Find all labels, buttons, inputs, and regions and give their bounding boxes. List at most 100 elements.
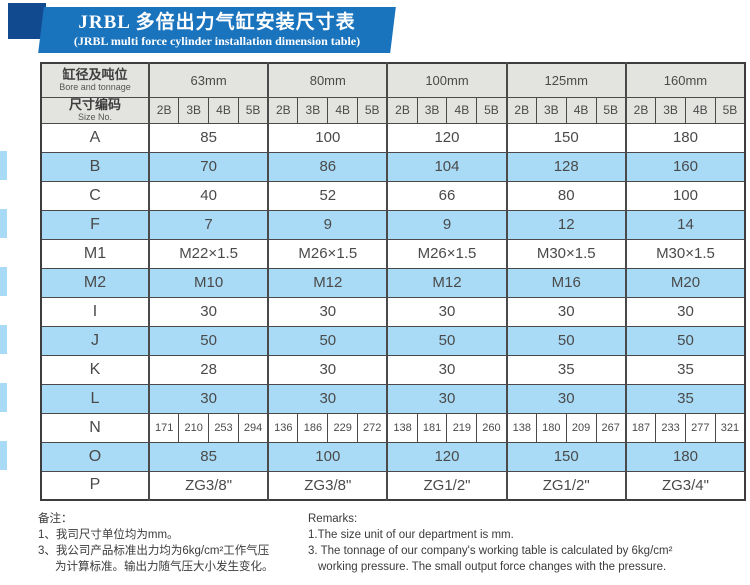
size-code-header-63mm-2B: 2B <box>148 96 180 124</box>
cell-K-80mm: 30 <box>267 354 388 385</box>
remarks-zh-line-2: 3、我公司产品标准出力均为6kg/cm²工作气压 <box>38 545 270 557</box>
size-code-header-100mm-5B: 5B <box>476 96 508 124</box>
page-title: JRBL 多倍出力气缸安装尺寸表 <box>78 11 356 33</box>
cell-K-63mm: 28 <box>147 354 269 385</box>
size-code-header-160mm-2B: 2B <box>624 96 657 124</box>
corner-header-zh: 缸径及吨位 <box>62 67 128 83</box>
cell-P-80mm: ZG3/8" <box>267 470 388 501</box>
cell-J-63mm: 50 <box>147 325 269 356</box>
cell-M1-100mm: M26×1.5 <box>386 238 508 269</box>
cell-N-160mm-5B: 321 <box>714 412 746 443</box>
size-no-header-zh: 尺寸编码 <box>68 97 121 112</box>
cell-N-63mm-5B: 294 <box>237 412 269 443</box>
cell-L-100mm: 30 <box>386 383 508 414</box>
cell-B-100mm: 104 <box>386 151 508 182</box>
table-row-C: C 40 52 66 80 100 <box>40 180 746 211</box>
cell-B-80mm: 86 <box>267 151 388 182</box>
edge-stripe-O <box>0 441 7 470</box>
cell-N-100mm-4B: 219 <box>446 412 478 443</box>
cell-K-125mm: 35 <box>505 354 627 385</box>
remarks-zh: 备注： 1、我司尺寸单位均为mm。 3、我公司产品标准出力均为6kg/cm²工作… <box>38 511 303 575</box>
row-label-P: P <box>40 470 150 501</box>
table-row-I: I 30 30 30 30 30 <box>40 296 746 327</box>
row-label-A: A <box>40 122 150 153</box>
size-code-header-160mm-5B: 5B <box>714 96 746 124</box>
cell-L-160mm: 35 <box>624 383 746 414</box>
remarks-en-line-3: working pressure. The small output force… <box>318 561 667 573</box>
cell-L-80mm: 30 <box>267 383 388 414</box>
cell-A-125mm: 150 <box>505 122 627 153</box>
cell-I-63mm: 30 <box>147 296 269 327</box>
cell-N-63mm-3B: 210 <box>178 412 210 443</box>
size-code-header-160mm-4B: 4B <box>684 96 716 124</box>
size-code-header-125mm-2B: 2B <box>505 96 537 124</box>
row-label-B: B <box>40 151 150 182</box>
row-label-M2: M2 <box>40 267 150 298</box>
cell-P-100mm: ZG1/2" <box>386 470 508 501</box>
row-label-M1: M1 <box>40 238 150 269</box>
table-row-N: N 171 210 253 294 136 186 229 272 138 181 219 260 138… <box>40 412 746 443</box>
remarks-en-line-2: 3. The tonnage of our company's working … <box>308 545 673 557</box>
bore-header-100mm: 100mm <box>386 62 508 98</box>
row-label-I: I <box>40 296 150 327</box>
cell-C-160mm: 100 <box>624 180 746 211</box>
bore-header-160mm: 160mm <box>624 62 746 98</box>
cell-N-100mm-3B: 181 <box>416 412 448 443</box>
dimension-table: 缸径及吨位 Bore and tonnage 63mm 80mm 100mm 125mm 1… <box>40 62 747 501</box>
row-label-F: F <box>40 209 150 240</box>
remarks-en-line-1: 1.The size unit of our department is mm. <box>308 529 514 541</box>
cell-N-100mm-2B: 138 <box>386 412 418 443</box>
cell-I-100mm: 30 <box>386 296 508 327</box>
row-label-K: K <box>40 354 150 385</box>
cell-N-125mm-2B: 138 <box>505 412 537 443</box>
edge-stripe-J <box>0 325 7 354</box>
row-label-O: O <box>40 441 150 472</box>
cell-M2-80mm: M12 <box>267 267 388 298</box>
cell-C-100mm: 66 <box>386 180 508 211</box>
cell-J-125mm: 50 <box>505 325 627 356</box>
cell-M1-125mm: M30×1.5 <box>505 238 627 269</box>
cell-M1-160mm: M30×1.5 <box>624 238 746 269</box>
bore-header-63mm: 63mm <box>147 62 269 98</box>
size-code-header-100mm-4B: 4B <box>446 96 478 124</box>
cell-C-125mm: 80 <box>505 180 627 211</box>
row-label-N: N <box>40 412 150 443</box>
cell-O-160mm: 180 <box>624 441 746 472</box>
table-row-F: F 7 9 9 12 14 <box>40 209 746 240</box>
size-no-header: 尺寸编码 Size No. <box>40 96 150 124</box>
remarks-en: Remarks: 1.The size unit of our departme… <box>308 511 738 575</box>
cell-J-100mm: 50 <box>386 325 508 356</box>
cell-A-63mm: 85 <box>147 122 269 153</box>
cell-I-125mm: 30 <box>505 296 627 327</box>
cell-J-160mm: 50 <box>624 325 746 356</box>
cell-B-160mm: 160 <box>624 151 746 182</box>
size-code-header-160mm-3B: 3B <box>655 96 686 124</box>
size-code-header-125mm-3B: 3B <box>535 96 567 124</box>
cell-F-63mm: 7 <box>147 209 269 240</box>
cell-F-125mm: 12 <box>505 209 627 240</box>
size-code-header-63mm-5B: 5B <box>237 96 269 124</box>
row-label-C: C <box>40 180 150 211</box>
cell-A-80mm: 100 <box>267 122 388 153</box>
table-row-A: A 85 100 120 150 180 <box>40 122 746 153</box>
corner-header-en: Bore and tonnage <box>59 82 131 93</box>
cell-N-63mm-2B: 171 <box>148 412 180 443</box>
cell-I-80mm: 30 <box>267 296 388 327</box>
title-banner-inner: JRBL 多倍出力气缸安装尺寸表 (JRBL multi force cylin… <box>41 7 393 53</box>
size-code-header-63mm-3B: 3B <box>178 96 210 124</box>
cell-P-160mm: ZG3/4" <box>624 470 746 501</box>
table-row-L: L 30 30 30 30 35 <box>40 383 746 414</box>
table-row-O: O 85 100 120 150 180 <box>40 441 746 472</box>
cell-C-63mm: 40 <box>147 180 269 211</box>
cell-M2-63mm: M10 <box>147 267 269 298</box>
cell-P-125mm: ZG1/2" <box>505 470 627 501</box>
size-code-header-80mm-2B: 2B <box>267 96 299 124</box>
cell-L-63mm: 30 <box>147 383 269 414</box>
cell-P-63mm: ZG3/8" <box>147 470 269 501</box>
size-code-header-80mm-3B: 3B <box>297 96 329 124</box>
cell-O-63mm: 85 <box>147 441 269 472</box>
remarks-zh-heading: 备注： <box>38 513 73 525</box>
size-code-header-100mm-3B: 3B <box>416 96 448 124</box>
corner-header: 缸径及吨位 Bore and tonnage <box>40 62 150 98</box>
